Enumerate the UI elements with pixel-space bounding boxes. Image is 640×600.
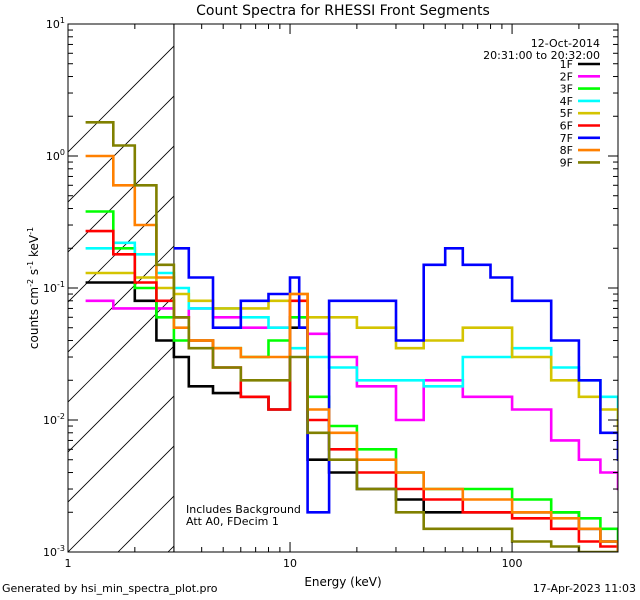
axis-ticks: 1 10 100 10-3 10-2 10-1 100 101 <box>43 16 619 570</box>
hatch-line <box>68 395 174 503</box>
x-tick-label: 100 <box>502 557 523 570</box>
timestamp-label: 17-Apr-2023 11:03 <box>532 582 636 595</box>
hatch-line <box>68 45 174 153</box>
y-tick-label: 10-2 <box>43 412 65 427</box>
x-tick-label: 1 <box>65 557 72 570</box>
hatch-line <box>218 24 640 552</box>
series-line-6f <box>85 229 618 552</box>
legend-label-1f: 1F <box>560 58 573 71</box>
hatch-line <box>518 24 640 552</box>
generated-by-label: Generated by hsi_min_spectra_plot.pro <box>2 582 218 595</box>
note-attenuator: Att A0, FDecim 1 <box>186 515 279 528</box>
series-line-4f <box>85 241 618 422</box>
series-layer <box>85 121 618 552</box>
legend-label-6f: 6F <box>560 120 573 133</box>
hatch-line <box>618 24 640 552</box>
y-tick-label: 101 <box>46 16 65 31</box>
x-axis-label: Energy (keV) <box>304 575 381 589</box>
background-hatched-region <box>68 24 640 552</box>
y-tick-label: 100 <box>46 148 65 163</box>
y-axis-label: counts cm-2 s-1 keV-1 <box>26 227 41 349</box>
x-tick-label: 10 <box>283 557 297 570</box>
legend-label-8f: 8F <box>560 144 573 157</box>
series-line-8f <box>85 154 618 552</box>
hatch-line <box>268 24 640 552</box>
series-line-9f <box>85 121 618 552</box>
legend-label-3f: 3F <box>560 83 573 96</box>
legend-label-2f: 2F <box>560 70 573 83</box>
hatch-line <box>68 95 174 203</box>
date-label: 12-Oct-2014 <box>531 37 600 50</box>
chart-title: Count Spectra for RHESSI Front Segments <box>196 3 490 19</box>
legend-label-9f: 9F <box>560 156 573 169</box>
y-tick-label: 10-3 <box>43 544 65 559</box>
series-line-7f <box>173 247 618 514</box>
legend-label-4f: 4F <box>560 95 573 108</box>
legend-label-5f: 5F <box>560 107 573 120</box>
hatch-line <box>68 245 174 353</box>
hatch-lines <box>68 24 640 552</box>
legend-label-7f: 7F <box>560 132 573 145</box>
hatch-line <box>68 195 174 303</box>
hatch-line <box>68 445 174 552</box>
time-range-label: 20:31:00 to 20:32:00 <box>483 49 600 62</box>
y-tick-label: 10-1 <box>43 280 65 295</box>
series-line-3f <box>85 210 618 543</box>
note-background: Includes Background <box>186 503 301 516</box>
